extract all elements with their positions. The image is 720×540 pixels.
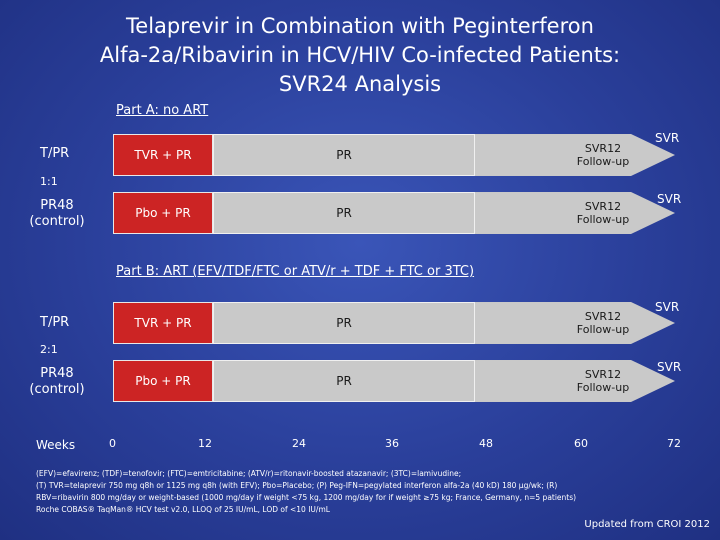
tick-24: 24 (292, 437, 306, 450)
part-b-arm1-label: T/PR (40, 315, 70, 330)
part-b-arm2-pbo-segment: Pbo + PR (113, 360, 213, 402)
part-b-arm2-followup-arrow: SVR12 Follow-up (475, 360, 675, 402)
footnote-line-1: (EFV)=efavirenz; (TDF)=tenofovir; (FTC)=… (36, 469, 462, 478)
part-a-arm1-tvr-segment: TVR + PR (113, 134, 213, 176)
part-a-arm1-label: T/PR (40, 146, 70, 161)
part-a-arm1-pr-segment: PR (213, 134, 475, 176)
part-b-arm2-label: PR48 (control) (26, 366, 88, 398)
title-line-1: Telaprevir in Combination with Peginterf… (126, 14, 594, 38)
slide-title: Telaprevir in Combination with Peginterf… (0, 12, 720, 99)
part-b-label: Part B: ART (EFV/TDF/FTC or ATV/r + TDF … (116, 264, 475, 279)
footnote-line-2: (T) TVR=telaprevir 750 mg q8h or 1125 mg… (36, 481, 558, 490)
part-a-arm2-followup-arrow: SVR12 Follow-up (475, 192, 675, 234)
tick-12: 12 (198, 437, 212, 450)
part-b-arm2-pr-segment: PR (213, 360, 475, 402)
part-a-ratio: 1:1 (40, 175, 58, 188)
part-b-ratio: 2:1 (40, 343, 58, 356)
updated-note: Updated from CROI 2012 (584, 519, 710, 530)
part-a-arm2-svr: SVR (657, 192, 682, 206)
part-b-arm2-label-line2: (control) (29, 382, 85, 397)
part-a-label: Part A: no ART (116, 103, 209, 118)
part-b-arm1-tvr-segment: TVR + PR (113, 302, 213, 344)
part-a-arm1-followup-arrow: SVR12 Follow-up (475, 134, 675, 176)
tick-60: 60 (574, 437, 588, 450)
part-b-arm2-followup-label: SVR12 Follow-up (576, 368, 630, 394)
part-b-arm2-label-line1: PR48 (40, 366, 74, 381)
footnote: (EFV)=efavirenz; (TDF)=tenofovir; (FTC)=… (36, 468, 686, 516)
part-a-arm2-followup-label: SVR12 Follow-up (576, 200, 630, 226)
part-a-arm2-pr-segment: PR (213, 192, 475, 234)
title-line-2: Alfa-2a/Ribavirin in HCV/HIV Co-infected… (99, 43, 621, 67)
part-a-arm1-followup-label: SVR12 Follow-up (576, 142, 630, 168)
footnote-line-4: Roche COBAS® TaqMan® HCV test v2.0, LLOQ… (36, 505, 330, 514)
axis-label-weeks: Weeks (36, 438, 76, 452)
part-a-arm1-svr: SVR (655, 131, 680, 145)
part-b-arm1-pr-segment: PR (213, 302, 475, 344)
tick-48: 48 (479, 437, 493, 450)
part-b-arm1-followup-label: SVR12 Follow-up (576, 310, 630, 336)
tick-0: 0 (109, 437, 116, 450)
title-line-3: SVR24 Analysis (278, 72, 442, 96)
part-a-arm2-label-line1: PR48 (40, 198, 74, 213)
tick-36: 36 (385, 437, 399, 450)
part-a-arm2-label-line2: (control) (29, 214, 85, 229)
part-a-arm2-pbo-segment: Pbo + PR (113, 192, 213, 234)
part-a-arm2-label: PR48 (control) (26, 198, 88, 230)
footnote-line-3: RBV=ribavirin 800 mg/day or weight-based… (36, 493, 577, 502)
part-b-arm2-svr: SVR (657, 360, 682, 374)
tick-72: 72 (667, 437, 681, 450)
part-b-arm1-followup-arrow: SVR12 Follow-up (475, 302, 675, 344)
part-b-arm1-svr: SVR (655, 300, 680, 314)
